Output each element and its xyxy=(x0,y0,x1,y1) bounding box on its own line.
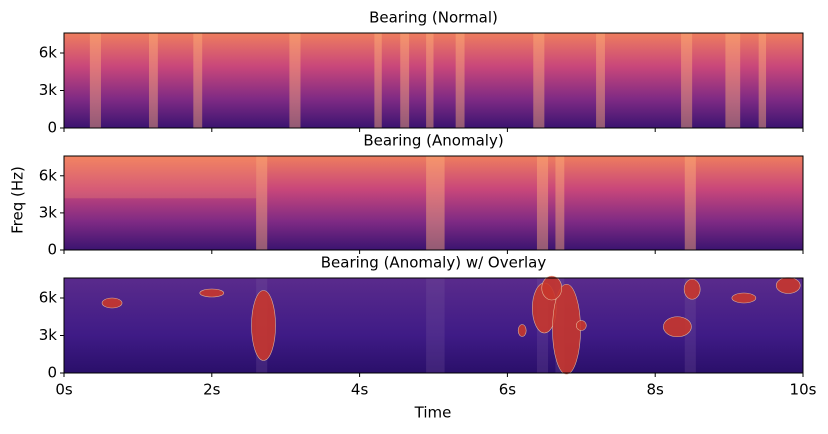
anomaly-overlay xyxy=(683,278,701,300)
anomaly-overlay xyxy=(731,292,757,304)
anomaly-overlay xyxy=(251,290,276,361)
spectrogram-band xyxy=(256,156,268,250)
x-tick-label: 4s xyxy=(351,381,369,399)
anomaly-overlay xyxy=(663,316,692,338)
spectrogram-band xyxy=(455,33,465,128)
anomaly-overlay xyxy=(575,320,587,331)
spectrogram-panel: Bearing (Anomaly) w/ Overlay 0 3k 6k 0s 2s 4s 6… xyxy=(39,254,817,399)
spectrogram-panel: Bearing (Normal) 0 3k 6k xyxy=(39,9,804,137)
panel-title: Bearing (Anomaly) w/ Overlay xyxy=(321,254,547,272)
spectrogram-band xyxy=(89,33,101,128)
anomaly-overlay xyxy=(775,277,801,294)
anomaly-overlay xyxy=(517,324,527,337)
x-axis-label: Time xyxy=(414,404,452,422)
spectrogram-band xyxy=(374,33,382,128)
plot-frame xyxy=(63,277,804,374)
y-tick-label: 6k xyxy=(39,44,58,62)
spectrogram-band xyxy=(193,33,203,128)
spectrogram-band xyxy=(426,33,434,128)
plot-frame xyxy=(63,32,804,129)
x-tick-label: 8s xyxy=(647,381,665,399)
spectrogram-band xyxy=(758,33,767,128)
spectrogram-band xyxy=(426,278,445,373)
spectrogram-band xyxy=(536,156,549,250)
x-tick-label: 6s xyxy=(499,381,517,399)
panel-title: Bearing (Anomaly) xyxy=(363,132,503,150)
spectrogram-band xyxy=(684,156,696,250)
x-tick-label: 0s xyxy=(55,381,73,399)
y-tick-label: 6k xyxy=(39,166,58,184)
anomaly-overlay xyxy=(199,288,225,298)
spectrogram-band xyxy=(400,33,410,128)
y-tick-label: 0 xyxy=(47,241,57,259)
spectrogram-band xyxy=(555,156,565,250)
spectrogram-band xyxy=(64,156,257,199)
spectrogram-image xyxy=(64,33,803,128)
y-tick-label: 6k xyxy=(39,289,58,307)
spectrogram-band xyxy=(148,33,158,128)
spectrogram-band xyxy=(725,33,741,128)
spectrogram-panel: Bearing (Anomaly) 0 3k 6k xyxy=(39,132,804,259)
anomaly-overlay xyxy=(101,297,123,309)
panel-title: Bearing (Normal) xyxy=(369,9,498,27)
spectrogram-band xyxy=(289,33,301,128)
y-tick-label: 3k xyxy=(39,326,58,344)
y-tick-label: 3k xyxy=(39,81,58,99)
spectrogram-band xyxy=(681,33,693,128)
x-tick-label: 10s xyxy=(790,381,817,399)
x-tick-label: 2s xyxy=(203,381,221,399)
y-tick-label: 0 xyxy=(47,364,57,382)
spectrogram-band xyxy=(426,156,445,250)
spectrogram-band xyxy=(533,33,545,128)
plot-frame xyxy=(63,155,804,251)
y-tick-label: 0 xyxy=(47,119,57,137)
y-axis-label: Freq (Hz) xyxy=(9,166,27,234)
spectrogram-image xyxy=(64,156,803,250)
spectrogram-band xyxy=(596,33,605,128)
anomaly-overlay xyxy=(541,275,563,301)
y-tick-label: 3k xyxy=(39,203,58,221)
